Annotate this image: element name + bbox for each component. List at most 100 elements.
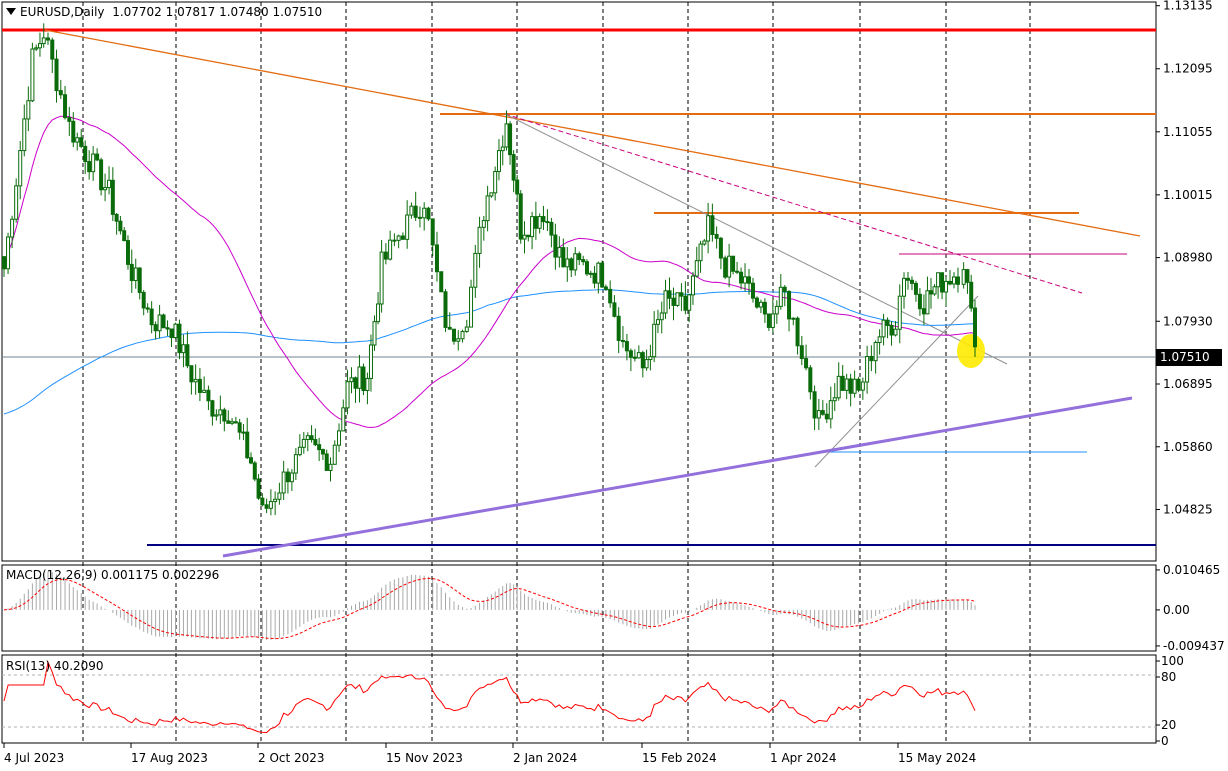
candle-body — [944, 280, 949, 293]
candle-body — [226, 420, 231, 424]
candle-body — [368, 344, 373, 379]
y-tick-label: 1.13135 — [1163, 0, 1213, 13]
candle-body — [185, 344, 190, 367]
candle-body — [723, 257, 728, 278]
candles — [2, 23, 974, 516]
candle-body — [565, 258, 570, 268]
candle-body — [413, 205, 418, 218]
candle-body — [206, 389, 211, 402]
candle-body — [353, 377, 358, 389]
candle-body — [624, 341, 629, 352]
candle-body — [430, 218, 435, 246]
candle-body — [447, 326, 452, 330]
candle-body — [281, 471, 286, 494]
candle-body — [828, 400, 833, 420]
candle-body — [808, 367, 813, 393]
candle-body — [460, 330, 465, 340]
candle-body — [129, 263, 134, 282]
candle-body — [600, 262, 605, 288]
y-tick-label: 1.04825 — [1163, 503, 1213, 517]
candle-body — [820, 410, 825, 415]
candle-body — [608, 288, 613, 304]
y-tick-label: 1.10015 — [1163, 188, 1213, 202]
candle-body — [832, 397, 837, 402]
candle-body — [114, 213, 119, 222]
candle-body — [973, 307, 977, 348]
candle-body — [210, 400, 215, 417]
candle-body — [149, 308, 154, 326]
candle-body — [754, 297, 759, 308]
candle-body — [640, 352, 645, 369]
candle-body — [485, 195, 490, 222]
candle-body — [791, 317, 796, 320]
candle-body — [379, 251, 384, 305]
candle-body — [383, 251, 388, 260]
candle-body — [948, 280, 953, 285]
candle-body — [632, 356, 637, 359]
candle-body — [683, 295, 688, 311]
y-axis-ticks: 1.13135 1.12095 1.11055 1.10015 1.08980 1.079… — [1156, 0, 1225, 748]
macd-tick-label: 0.010465 — [1163, 563, 1220, 577]
support-trendline-purple[interactable] — [222, 396, 1133, 558]
candle-body — [469, 286, 474, 328]
candle-body — [778, 286, 783, 307]
caret-down-icon[interactable] — [6, 8, 16, 15]
main-chart-frame — [1, 1, 1157, 562]
candle-body — [324, 453, 329, 471]
candle-body — [612, 302, 617, 317]
candle-body — [648, 356, 653, 361]
macd-histogram — [7, 571, 976, 641]
candle-body — [897, 295, 902, 330]
candle-body — [799, 345, 804, 360]
candle-body — [202, 389, 207, 393]
candle-body — [714, 234, 719, 239]
candle-body — [694, 260, 699, 277]
candle-body — [256, 478, 261, 499]
candle-body — [655, 319, 660, 325]
candle-body — [301, 438, 306, 448]
trendline-down-grey[interactable] — [504, 113, 1008, 365]
candle-body — [504, 123, 509, 148]
trendline-down-dashed[interactable] — [504, 113, 1083, 294]
trendline-down-long[interactable] — [44, 29, 1141, 237]
candle-body — [917, 293, 922, 310]
candle-body — [268, 501, 273, 509]
rsi-panel-frame — [1, 654, 1157, 744]
candle-body — [541, 216, 546, 223]
candle-body — [577, 253, 582, 261]
candle-body — [2, 256, 6, 270]
rsi-tick-label: 0 — [1161, 734, 1169, 748]
candle-body — [439, 271, 444, 293]
candle-body — [197, 378, 202, 393]
candle-body — [844, 378, 849, 391]
chart-header[interactable]: EURUSD,Daily 1.07702 1.07817 1.07480 1.0… — [6, 5, 322, 19]
candle-body — [603, 286, 608, 290]
candle-body — [812, 391, 817, 419]
x-tick-label: 15 Feb 2024 — [642, 751, 717, 765]
candle-body — [573, 253, 578, 271]
candle-body — [456, 338, 461, 342]
candle-body — [10, 218, 15, 238]
candle-body — [214, 414, 219, 417]
candle-body — [297, 446, 302, 456]
candle-body — [177, 323, 182, 354]
candle-body — [95, 153, 100, 161]
rsi-label: RSI(13) 40.2090 — [6, 659, 104, 673]
candle-body — [309, 435, 314, 441]
candle-body — [787, 290, 792, 320]
candle-body — [951, 276, 956, 285]
candle-body — [893, 328, 898, 336]
candle-body — [877, 336, 882, 343]
candle-body — [702, 240, 707, 245]
x-tick-label: 2 Oct 2023 — [258, 751, 325, 765]
candle-body — [54, 58, 59, 92]
y-tick-label: 1.05860 — [1163, 440, 1213, 454]
y-tick-label: 1.08980 — [1163, 251, 1213, 265]
candle-body — [22, 118, 27, 152]
candle-body — [222, 409, 227, 422]
candle-body — [18, 150, 23, 187]
candle-body — [848, 378, 853, 394]
candle-body — [852, 378, 857, 394]
candle-body — [774, 305, 779, 315]
